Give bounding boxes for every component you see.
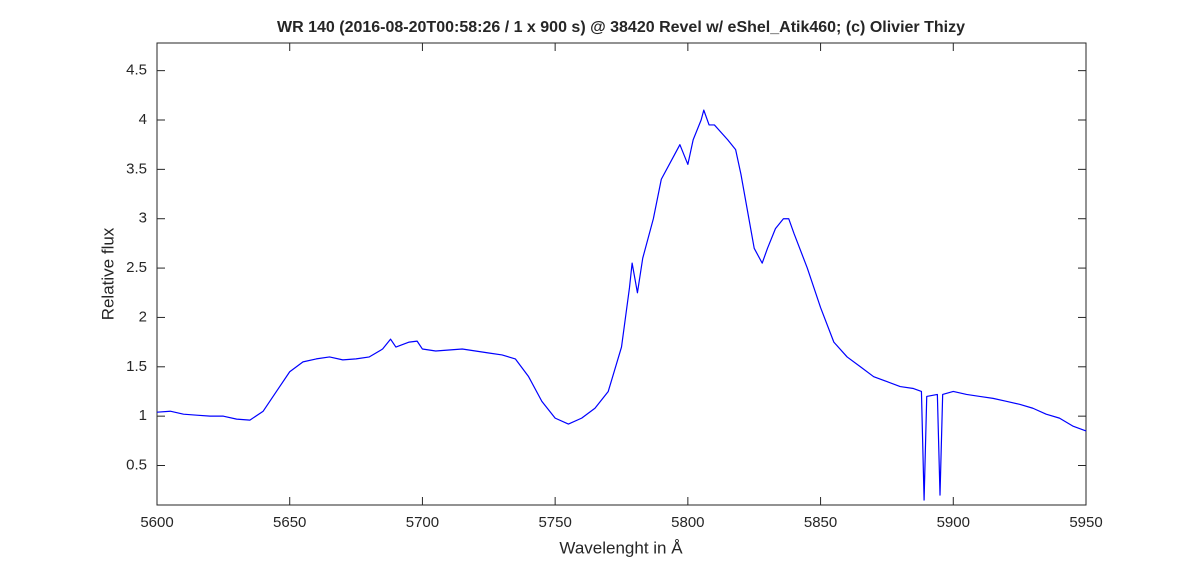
x-axis-label: Wavelenght in Å	[559, 538, 683, 557]
spectrum-line	[156, 109, 1087, 501]
x-tick-label: 5700	[406, 514, 439, 531]
y-tick-label: 2.5	[126, 259, 147, 276]
x-tick-label: 5800	[671, 514, 704, 531]
y-tick-label: 4	[139, 111, 147, 128]
y-tick-label: 1.5	[126, 358, 147, 375]
y-tick-label: 0.5	[126, 456, 147, 473]
x-tick-label: 5650	[273, 514, 306, 531]
x-tick-label: 5750	[538, 514, 571, 531]
y-tick-label: 1	[139, 407, 147, 424]
y-tick-label: 2	[139, 308, 147, 325]
x-tick-label: 5850	[804, 514, 837, 531]
x-tick-label: 5600	[140, 514, 173, 531]
y-tick-label: 3	[139, 210, 147, 227]
plot-frame	[156, 42, 1087, 506]
y-axis-label: Relative flux	[98, 227, 117, 320]
chart-title: WR 140 (2016-08-20T00:58:26 / 1 x 900 s)…	[277, 19, 965, 36]
x-tick-label: 5900	[937, 514, 970, 531]
y-tick-label: 3.5	[126, 160, 147, 177]
x-tick-label: 5950	[1069, 514, 1102, 531]
y-tick-label: 4.5	[126, 62, 147, 79]
